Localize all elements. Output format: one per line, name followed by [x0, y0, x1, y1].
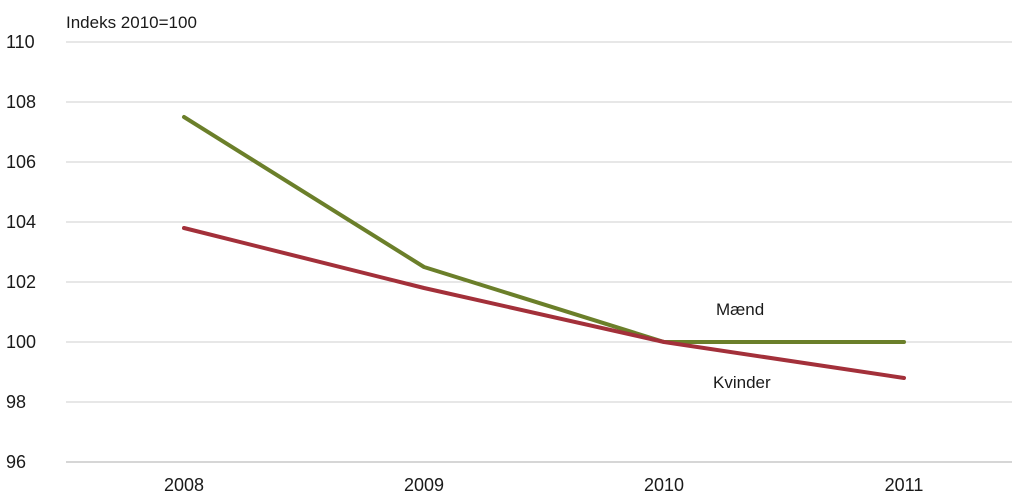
- series-label-kvinder: Kvinder: [713, 373, 771, 392]
- series-labels: Mænd Kvinder: [713, 300, 771, 392]
- grid-layer: [66, 41, 1012, 463]
- y-tick-label: 100: [6, 332, 36, 352]
- series-label-maend: Mænd: [716, 300, 764, 319]
- y-tick-label: 102: [6, 272, 36, 292]
- series-line-kvinder: [182, 226, 906, 380]
- x-tick-label: 2011: [885, 475, 924, 495]
- series-line-maend: [182, 115, 906, 344]
- y-tick-label: 98: [6, 392, 26, 412]
- y-tick-label: 96: [6, 452, 26, 472]
- y-tick-label: 106: [6, 152, 36, 172]
- x-tick-label: 2008: [164, 475, 204, 495]
- x-tick-label: 2009: [404, 475, 444, 495]
- series-layer: [182, 115, 906, 380]
- x-axis-ticks: 2008 2009 2010 2011: [164, 475, 923, 495]
- y-axis-ticks: 96 98 100 102 104 106 108 110: [6, 32, 36, 472]
- x-tick-label: 2010: [644, 475, 684, 495]
- y-tick-label: 110: [6, 32, 35, 52]
- y-tick-label: 108: [6, 92, 36, 112]
- y-tick-label: 104: [6, 212, 36, 232]
- unit-label: Indeks 2010=100: [66, 13, 197, 32]
